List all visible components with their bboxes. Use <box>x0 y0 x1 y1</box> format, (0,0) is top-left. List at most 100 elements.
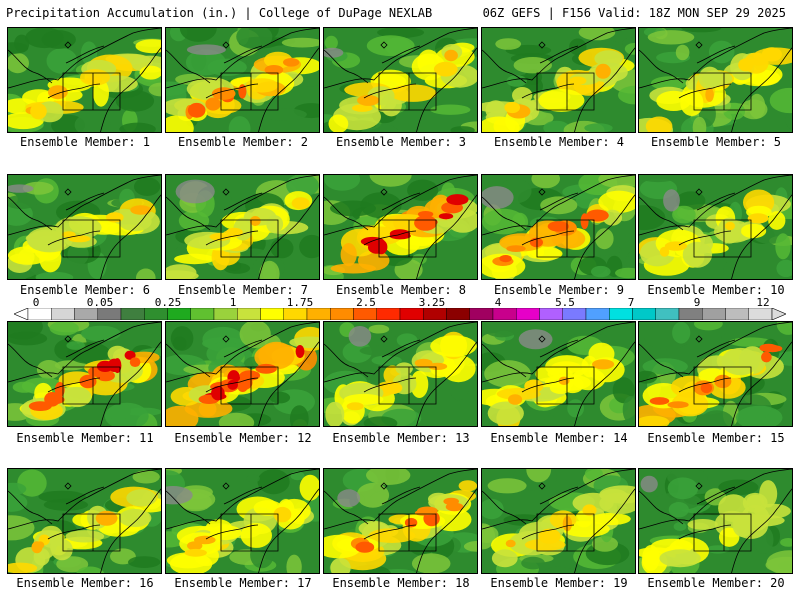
ensemble-map-11 <box>7 321 162 427</box>
run-info: 06Z GEFS | F156 Valid: 18Z MON SEP 29 20… <box>482 6 786 20</box>
ensemble-member-label: Ensemble Member: 18 <box>332 576 470 590</box>
colorbar-swatch <box>376 308 401 320</box>
colorbar-tick-label: 1 <box>229 296 237 309</box>
station-marker-icon <box>64 335 72 343</box>
colorbar-tick-label: 0.05 <box>86 296 114 309</box>
ensemble-member-label: Ensemble Member: 1 <box>19 135 151 149</box>
chart-title: Precipitation Accumulation (in.) | Colle… <box>6 6 433 20</box>
ensemble-map-18 <box>323 468 478 574</box>
precip-field <box>324 322 477 426</box>
ensemble-map-15 <box>638 321 793 427</box>
colorbar-swatch <box>399 308 424 320</box>
precip-colorbar <box>14 308 786 320</box>
colorbar-tick-label: 5.5 <box>555 296 575 309</box>
colorbar-max-arrow <box>771 308 786 320</box>
ensemble-member-label: Ensemble Member: 2 <box>177 135 309 149</box>
ensemble-member-label: Ensemble Member: 16 <box>16 576 154 590</box>
precip-field <box>639 28 792 132</box>
colorbar-swatch <box>609 308 633 320</box>
colorbar-swatch <box>144 308 168 320</box>
precip-field <box>482 469 635 573</box>
colorbar-swatch <box>353 308 377 320</box>
station-marker-icon <box>64 482 72 490</box>
station-marker-icon <box>538 188 546 196</box>
colorbar-swatch <box>260 308 284 320</box>
station-marker-icon <box>695 482 703 490</box>
station-marker-icon <box>538 41 546 49</box>
ensemble-map-6 <box>7 174 162 280</box>
precip-field <box>8 28 161 132</box>
ensemble-map-17 <box>165 468 320 574</box>
colorbar-swatch <box>469 308 494 320</box>
ensemble-map-7 <box>165 174 320 280</box>
precip-field <box>8 175 161 279</box>
ensemble-map-16 <box>7 468 162 574</box>
station-marker-icon <box>64 188 72 196</box>
station-marker-icon <box>538 335 546 343</box>
colorbar-swatch <box>516 308 540 320</box>
colorbar-swatch <box>423 308 447 320</box>
station-marker-icon <box>380 41 388 49</box>
colorbar-tick-label: 12 <box>756 296 770 309</box>
precip-field <box>482 28 635 132</box>
colorbar-swatch <box>585 308 610 320</box>
colorbar-swatch <box>678 308 703 320</box>
ensemble-member-label: Ensemble Member: 11 <box>16 431 154 445</box>
colorbar-swatch <box>120 308 145 320</box>
station-marker-icon <box>380 482 388 490</box>
precip-field <box>639 322 792 426</box>
ensemble-map-19 <box>481 468 636 574</box>
colorbar-swatch <box>237 308 261 320</box>
colorbar-swatch <box>283 308 308 320</box>
precip-field <box>324 469 477 573</box>
ensemble-member-label: Ensemble Member: 9 <box>493 283 625 297</box>
colorbar-swatch <box>51 308 75 320</box>
ensemble-member-label: Ensemble Member: 3 <box>335 135 467 149</box>
colorbar-tick-label: 0 <box>32 296 40 309</box>
ensemble-member-label: Ensemble Member: 10 <box>647 283 785 297</box>
colorbar-swatch <box>27 308 52 320</box>
precip-field <box>166 322 319 426</box>
ensemble-map-20 <box>638 468 793 574</box>
colorbar-swatch <box>562 308 587 320</box>
colorbar-tick-label: 3.25 <box>418 296 446 309</box>
colorbar-tick-label: 4 <box>494 296 502 309</box>
station-marker-icon <box>695 335 703 343</box>
colorbar-swatch <box>97 308 122 320</box>
colorbar-swatch <box>74 308 98 320</box>
colorbar-tick-label: 2.5 <box>356 296 376 309</box>
station-marker-icon <box>695 188 703 196</box>
precip-field <box>166 469 319 573</box>
colorbar-tick-label: 7 <box>627 296 635 309</box>
station-marker-icon <box>380 335 388 343</box>
station-marker-icon <box>222 482 230 490</box>
ensemble-member-label: Ensemble Member: 7 <box>177 283 309 297</box>
colorbar-swatch <box>702 308 726 320</box>
colorbar-swatch <box>632 308 656 320</box>
ensemble-member-label: Ensemble Member: 5 <box>650 135 782 149</box>
ensemble-map-1 <box>7 27 162 133</box>
ensemble-map-8 <box>323 174 478 280</box>
precip-field <box>324 28 477 132</box>
ensemble-member-label: Ensemble Member: 17 <box>174 576 312 590</box>
ensemble-member-label: Ensemble Member: 12 <box>174 431 312 445</box>
colorbar-swatch <box>748 308 773 320</box>
precip-field <box>324 175 477 279</box>
colorbar-tick-label: 1.75 <box>286 296 314 309</box>
colorbar-swatch <box>213 308 238 320</box>
colorbar-swatch <box>446 308 470 320</box>
colorbar-swatch <box>190 308 215 320</box>
ensemble-member-label: Ensemble Member: 15 <box>647 431 785 445</box>
station-marker-icon <box>222 335 230 343</box>
colorbar-swatch <box>725 308 749 320</box>
ensemble-member-label: Ensemble Member: 8 <box>335 283 467 297</box>
colorbar-tick-label: 9 <box>693 296 701 309</box>
colorbar-swatch <box>492 308 517 320</box>
colorbar-swatch <box>306 308 331 320</box>
precip-field <box>166 175 319 279</box>
precip-field <box>482 322 635 426</box>
station-marker-icon <box>380 188 388 196</box>
ensemble-map-14 <box>481 321 636 427</box>
colorbar-swatch <box>167 308 191 320</box>
precip-field <box>166 28 319 132</box>
